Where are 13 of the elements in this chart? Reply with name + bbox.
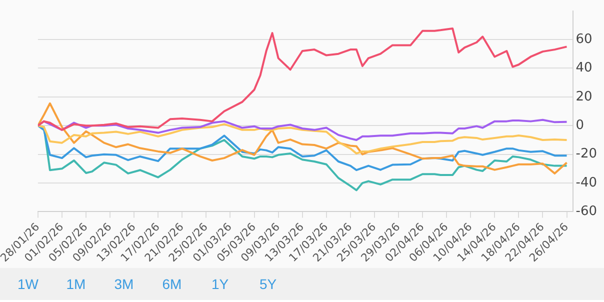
text: 5Y [258,275,278,294]
y-tick-label: -60 [576,204,597,220]
y-tick-label: -40 [576,175,597,190]
text: 1M [65,275,87,294]
y-tick-label: 60 [576,32,592,47]
text: 1W [16,275,40,294]
text: 1Y [210,275,230,294]
text: 3M [113,275,135,294]
text: 6M [161,275,183,294]
y-tick-label: 20 [576,89,592,104]
y-tick-label: 0 [576,118,584,133]
y-tick-label: -20 [576,146,597,162]
y-tick-label: 40 [576,60,592,76]
